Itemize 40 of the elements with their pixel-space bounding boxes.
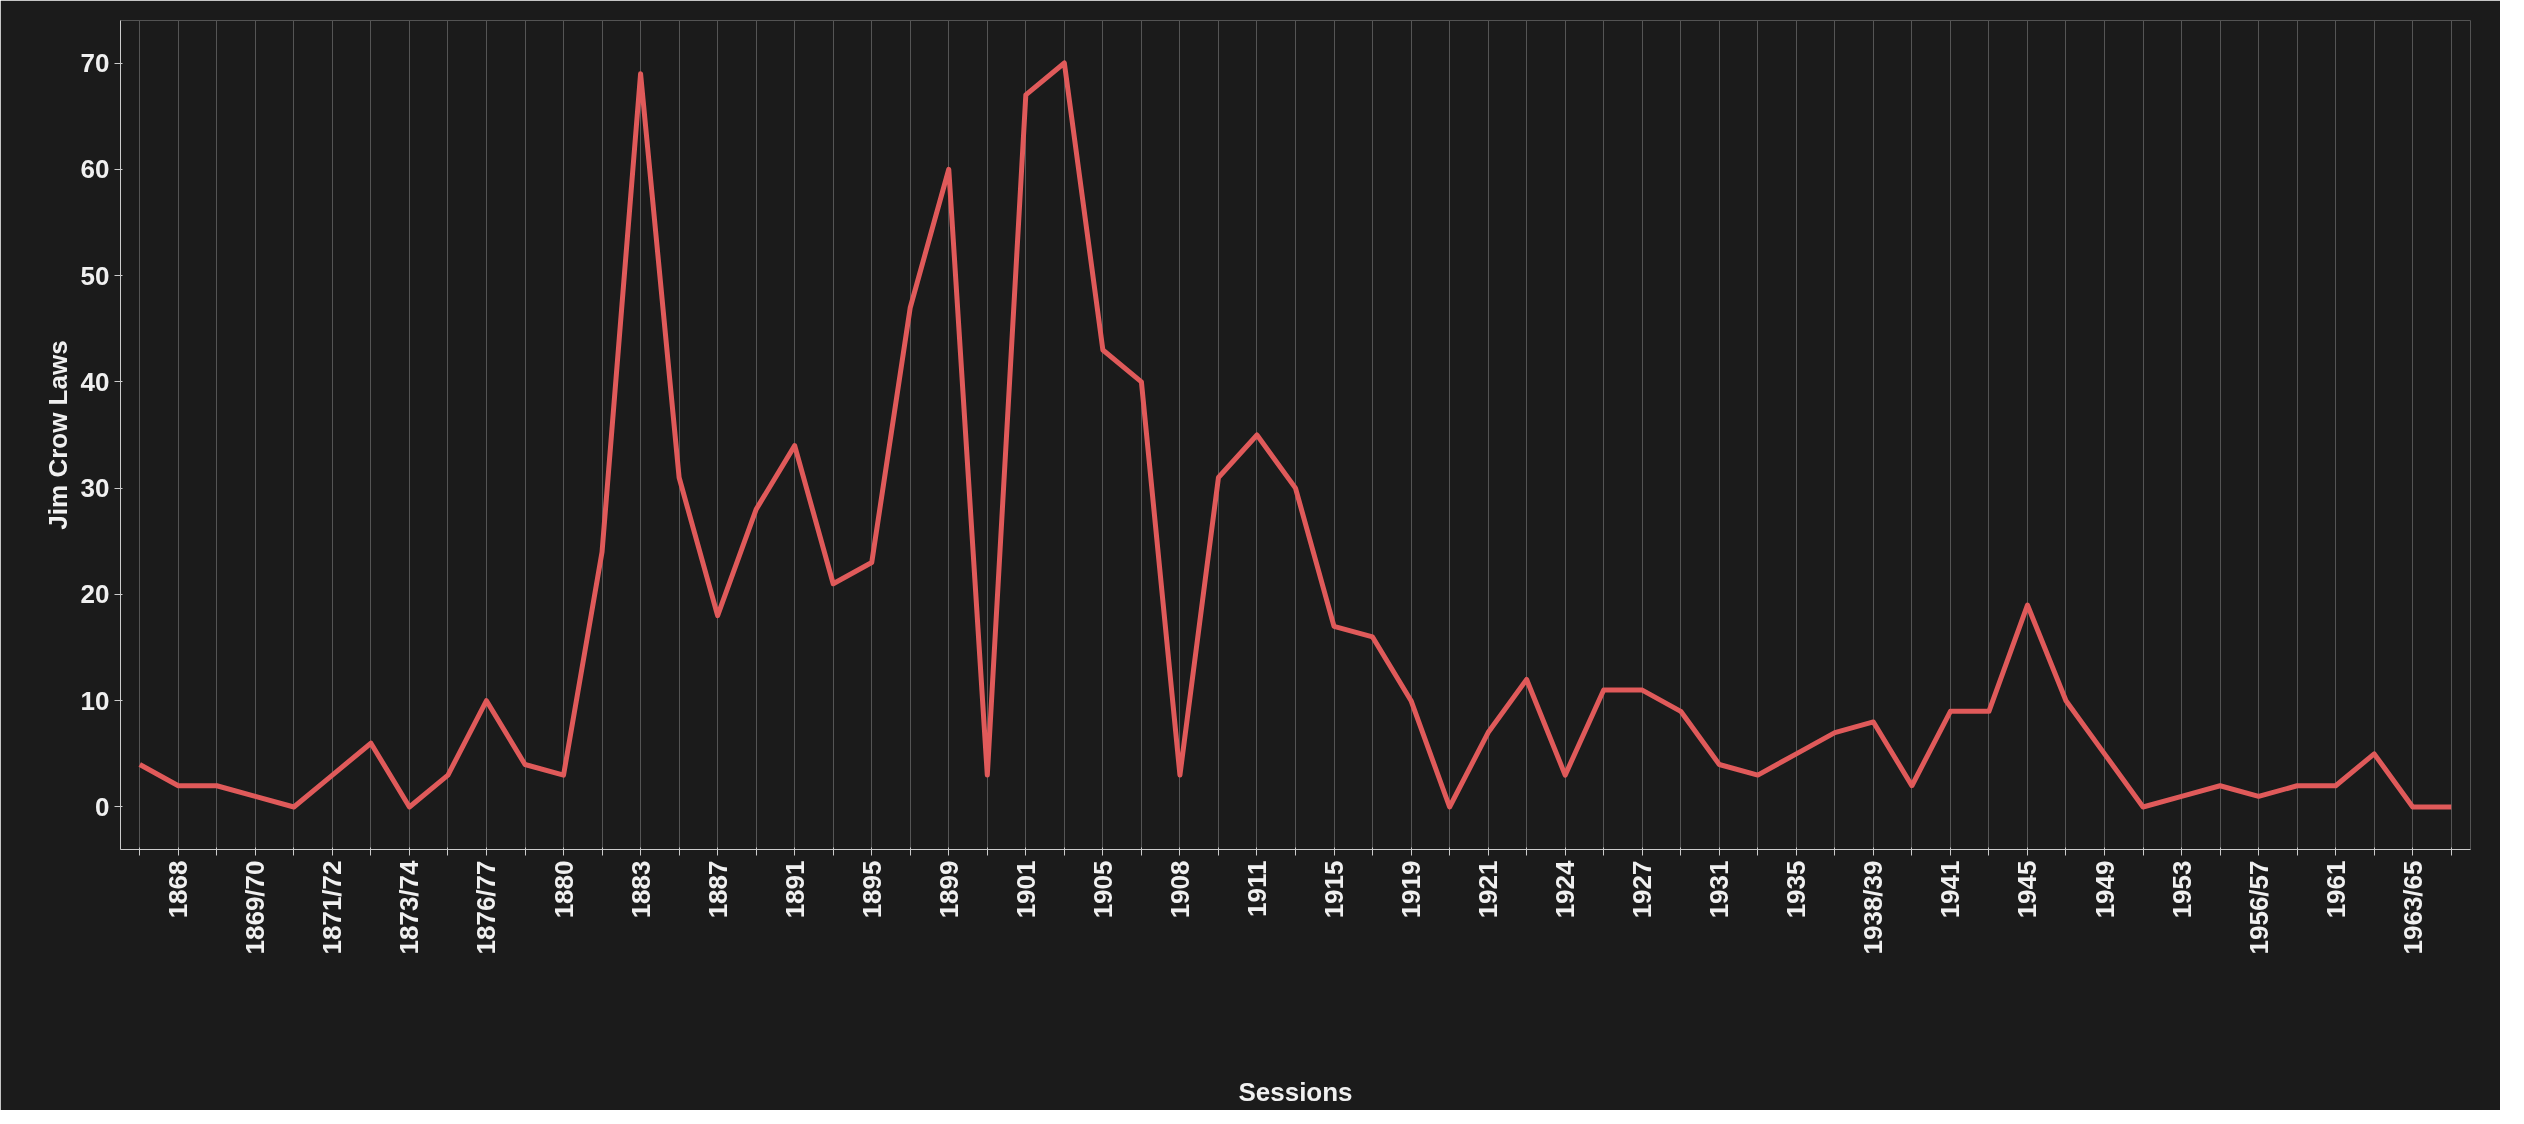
x-tick-label: 1924 — [1550, 859, 1581, 919]
x-tick-label: 1873/74 — [394, 859, 425, 955]
x-tick-label: 1899 — [933, 860, 964, 919]
x-tick-label: 1895 — [856, 860, 887, 919]
x-tick-label: 1941 — [1935, 860, 1966, 919]
x-tick-label: 1921 — [1473, 860, 1504, 919]
x-tick-label: 1869/70 — [240, 860, 271, 955]
x-tick-label: 1961 — [2320, 860, 2351, 919]
x-tick-label: 1956/57 — [2243, 860, 2274, 955]
x-tick-label: 1891 — [779, 860, 810, 919]
y-tick-label: 50 — [80, 260, 110, 291]
x-tick-label: 1935 — [1781, 860, 1812, 919]
x-axis-title: Sessions — [1238, 1077, 1353, 1108]
y-tick-label: 70 — [80, 48, 110, 79]
x-tick-label: 1949 — [2089, 860, 2120, 919]
x-tick-label: 1887 — [702, 860, 733, 919]
x-tick-label: 1905 — [1087, 860, 1118, 919]
x-tick-label: 1908 — [1164, 860, 1195, 919]
x-tick-label: 1868 — [163, 860, 194, 919]
x-tick-label: 1938/39 — [1858, 860, 1889, 955]
x-tick-label: 1919 — [1396, 860, 1427, 919]
y-tick-label: 60 — [80, 154, 110, 185]
x-tick-label: 1953 — [2166, 860, 2197, 919]
x-tick-label: 1883 — [625, 860, 656, 919]
y-tick-label: 30 — [80, 473, 110, 504]
y-tick-label: 10 — [80, 685, 110, 716]
x-tick-label: 1880 — [548, 860, 579, 919]
y-tick-label: 40 — [80, 366, 110, 397]
x-tick-label: 1901 — [1010, 860, 1041, 919]
x-tick-label: 1931 — [1704, 860, 1735, 919]
x-tick-label: 1876/77 — [471, 860, 502, 955]
x-tick-label: 1927 — [1627, 860, 1658, 919]
x-tick-label: 1945 — [2012, 860, 2043, 919]
y-tick-label: 0 — [95, 791, 110, 822]
x-tick-label: 1915 — [1319, 860, 1350, 919]
x-tick-label: 1911 — [1241, 860, 1272, 917]
y-axis-title: Jim Crow Laws — [42, 340, 73, 530]
y-tick-label: 20 — [80, 579, 110, 610]
x-tick-label: 1963/65 — [2397, 860, 2428, 955]
x-tick-label: 1871/72 — [317, 860, 348, 955]
